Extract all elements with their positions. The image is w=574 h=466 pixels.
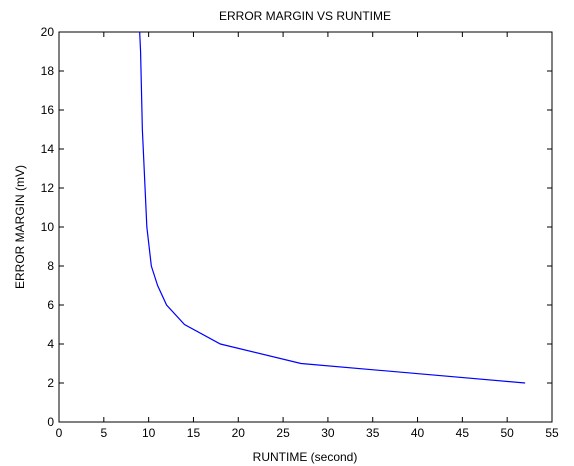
- series-line: [139, 31, 526, 384]
- chart-title: ERROR MARGIN VS RUNTIME: [219, 9, 391, 23]
- y-tick-label: 0: [47, 415, 54, 429]
- y-tick-label: 20: [41, 25, 55, 39]
- x-tick-label: 20: [232, 426, 246, 440]
- x-axis-title: RUNTIME (second): [253, 450, 358, 464]
- y-axis-title: ERROR MARGIN (mV): [13, 165, 27, 289]
- x-tick-label: 10: [142, 426, 156, 440]
- x-tick-label: 40: [411, 426, 425, 440]
- x-tick-label: 50: [501, 426, 515, 440]
- y-tick-label: 12: [41, 181, 55, 195]
- y-tick-label: 18: [41, 64, 55, 78]
- y-tick-label: 4: [47, 337, 54, 351]
- x-tick-label: 35: [366, 426, 380, 440]
- y-tick-label: 10: [41, 220, 55, 234]
- y-tick-label: 16: [41, 103, 55, 117]
- x-tick-label: 0: [56, 426, 63, 440]
- x-tick-label: 45: [456, 426, 470, 440]
- x-tick-label: 25: [276, 426, 290, 440]
- y-tick-label: 6: [47, 298, 54, 312]
- x-tick-label: 5: [100, 426, 107, 440]
- y-tick-label: 14: [41, 142, 55, 156]
- x-tick-label: 15: [187, 426, 201, 440]
- y-tick-label: 8: [47, 259, 54, 273]
- y-tick-label: 2: [47, 376, 54, 390]
- x-tick-label: 55: [545, 426, 559, 440]
- x-tick-label: 30: [321, 426, 335, 440]
